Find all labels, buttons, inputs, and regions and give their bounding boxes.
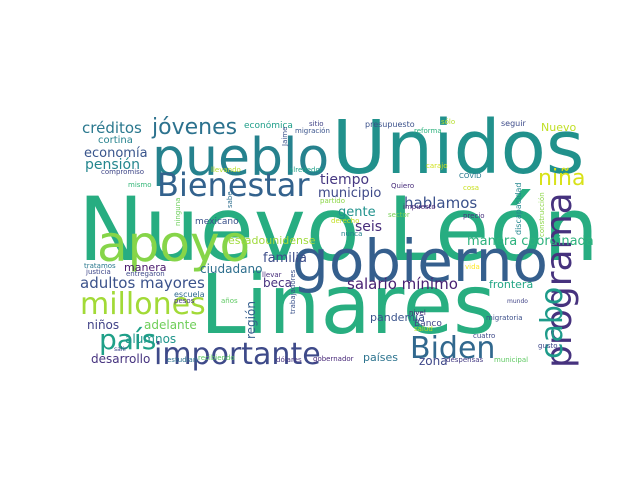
cloud-word: hablamos <box>404 194 477 212</box>
cloud-word: tratamos <box>84 262 116 270</box>
cloud-word: presupuesto <box>365 120 415 129</box>
cloud-word: estadounidense <box>228 234 316 247</box>
cloud-word: nunca <box>341 230 362 238</box>
cloud-word: gobierno <box>292 227 548 295</box>
cloud-word: mexicano <box>195 217 239 227</box>
cloud-word: salir <box>114 346 127 353</box>
cloud-word: Biden <box>410 331 495 366</box>
cloud-word: Jaime <box>281 127 289 147</box>
cloud-word: migratoria <box>486 314 523 322</box>
cloud-word: pueblo <box>152 128 329 188</box>
cloud-word: ciudadano <box>200 262 262 276</box>
cloud-word: cortina <box>98 135 133 146</box>
cloud-word: estudian <box>167 356 197 364</box>
cloud-word: municipal <box>494 356 528 364</box>
cloud-word: pensión <box>85 157 140 173</box>
cloud-word: gusto <box>538 342 558 350</box>
cloud-word: salud <box>414 325 433 333</box>
cloud-word: llevando <box>211 166 241 174</box>
cloud-word: frontera <box>489 278 533 291</box>
cloud-word: zona <box>419 354 448 368</box>
cloud-word: familia <box>263 251 307 266</box>
cloud-word: millones <box>80 287 206 322</box>
cloud-word: recibiendo <box>198 354 235 362</box>
cloud-word: tiempo <box>320 172 369 188</box>
cloud-word: Nuevo <box>541 121 576 134</box>
cloud-word: sabe <box>226 191 234 208</box>
cloud-word: llevar <box>262 271 282 279</box>
cloud-word: impuesto <box>403 203 436 211</box>
cloud-word: precio <box>463 212 485 220</box>
cloud-word: despensas <box>446 356 484 364</box>
cloud-word: Nuevo León <box>78 178 599 281</box>
cloud-word: apoyo <box>97 215 250 273</box>
cloud-word: dólares <box>276 356 302 364</box>
cloud-word: adelante <box>144 318 197 332</box>
cloud-word: derecho <box>331 217 359 225</box>
cloud-word: importante <box>154 337 321 372</box>
cloud-word: carajo <box>426 162 448 170</box>
cloud-word: adultos mayores <box>80 274 205 292</box>
cloud-word: sector <box>388 211 410 219</box>
cloud-word: alrededor <box>289 166 323 174</box>
cloud-word: desarrollo <box>91 352 150 366</box>
cloud-word: región <box>244 301 258 339</box>
cloud-word: económica <box>244 120 293 131</box>
cloud-word: trabajadores <box>289 269 297 314</box>
cloud-word: migración <box>295 127 330 135</box>
cloud-word: nivel <box>409 309 426 317</box>
cloud-word: alumnos <box>125 332 176 346</box>
cloud-word: pandemia <box>370 311 425 324</box>
cloud-word: COVID <box>459 172 482 180</box>
cloud-word: entregaron <box>126 270 165 278</box>
cloud-word: justicia <box>85 268 111 276</box>
cloud-word: seguir <box>501 119 526 128</box>
cloud-word: escuela <box>174 290 205 299</box>
cloud-word: Unidos <box>332 105 584 191</box>
cloud-word: gente <box>338 205 376 220</box>
cloud-word: partido <box>320 197 345 205</box>
cloud-word: compromiso <box>101 168 144 176</box>
cloud-word: construcción <box>538 192 546 237</box>
cloud-word: cosa <box>463 184 479 192</box>
cloud-word: ninguna <box>174 198 182 226</box>
cloud-word: cabo <box>535 287 570 359</box>
cloud-word: reforma <box>414 127 442 135</box>
cloud-word: manera <box>124 261 166 274</box>
cloud-word: país <box>99 323 156 356</box>
cloud-word: sitio <box>309 120 324 128</box>
cloud-word: pesos <box>174 297 195 305</box>
cloud-word: cuatro <box>473 332 495 340</box>
cloud-word: Bienestar <box>157 166 310 204</box>
cloud-word: países <box>363 351 398 364</box>
cloud-word: economía <box>84 146 148 161</box>
cloud-word: Quiero <box>391 182 414 190</box>
cloud-word: niños <box>87 318 119 332</box>
cloud-word: sólo <box>441 118 455 126</box>
cloud-word: manera coordinada <box>467 234 594 249</box>
cloud-word: municipio <box>318 186 381 201</box>
cloud-word: Linares <box>200 258 496 353</box>
cloud-word: gobernador <box>313 355 354 363</box>
cloud-word: beca <box>263 276 292 290</box>
cloud-word: Banco <box>414 319 442 329</box>
cloud-word: niña <box>538 166 585 191</box>
cloud-word: seis <box>355 219 382 235</box>
cloud-word: vida <box>465 263 480 271</box>
cloud-word: salario mínimo <box>347 275 458 293</box>
cloud-word: discapacidad <box>514 183 523 235</box>
cloud-word: programa <box>539 192 580 368</box>
cloud-word: mismo <box>128 181 152 189</box>
cloud-word: créditos <box>82 119 142 137</box>
cloud-word: jóvenes <box>151 115 237 140</box>
cloud-word: años <box>221 297 238 305</box>
cloud-word: mundo <box>507 298 528 305</box>
